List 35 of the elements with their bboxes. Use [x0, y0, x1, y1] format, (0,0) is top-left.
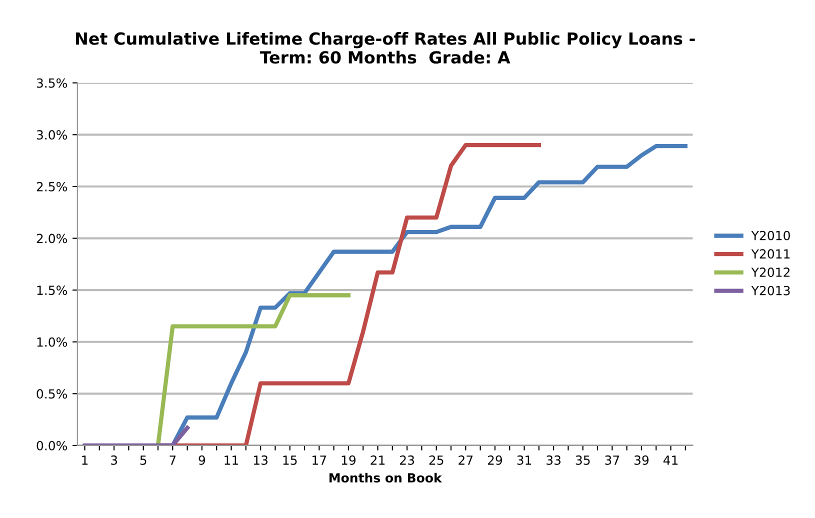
legend-label: Y2012 — [751, 268, 790, 277]
x-tick-label: 39 — [634, 455, 649, 465]
x-tick-label: 1 — [82, 456, 88, 465]
x-tick-label: 21 — [370, 455, 385, 465]
y-tick-label: 2.5% — [36, 182, 68, 192]
x-tick-label: 31 — [517, 455, 532, 465]
legend-label: Y2011 — [751, 249, 790, 259]
x-tick-label: 37 — [605, 455, 620, 465]
x-tick-label: 27 — [458, 455, 473, 465]
x-axis-title: Months on Book — [330, 472, 442, 483]
y-tick-label: 0.0% — [36, 440, 68, 450]
x-tick-label: 7 — [170, 456, 176, 465]
y-tick-label: 3.5% — [36, 78, 68, 88]
y-tick-label: 0.5% — [36, 389, 68, 399]
x-tick-label: 25 — [429, 455, 444, 465]
x-tick-label: 19 — [342, 455, 356, 465]
x-tick-label: 5 — [140, 456, 146, 465]
x-tick-label: 13 — [254, 455, 268, 465]
y-tick-label: 2.0% — [36, 234, 68, 244]
x-tick-label: 9 — [198, 455, 206, 465]
x-tick-label: 29 — [488, 455, 502, 465]
x-tick-label: 15 — [283, 456, 297, 465]
y-tick-label: 3.0% — [36, 130, 68, 140]
legend-label: Y2010 — [751, 230, 790, 240]
x-tick-label: 3 — [111, 455, 118, 465]
x-tick-label: 41 — [663, 456, 678, 465]
x-tick-label: 11 — [224, 456, 238, 465]
x-tick-label: 33 — [546, 455, 561, 465]
chart-title: Net Cumulative Lifetime Charge-off Rates All Public Policy Loans - Term: 60 Months Grade: A — [76, 32, 695, 64]
x-tick-label: 17 — [312, 456, 326, 465]
legend-label: Y2013 — [751, 286, 790, 296]
x-tick-label: 35 — [576, 455, 590, 465]
y-tick-label: 1.0% — [37, 337, 68, 347]
x-tick-label: 23 — [400, 455, 414, 465]
y-tick-label: 1.5% — [37, 286, 68, 296]
